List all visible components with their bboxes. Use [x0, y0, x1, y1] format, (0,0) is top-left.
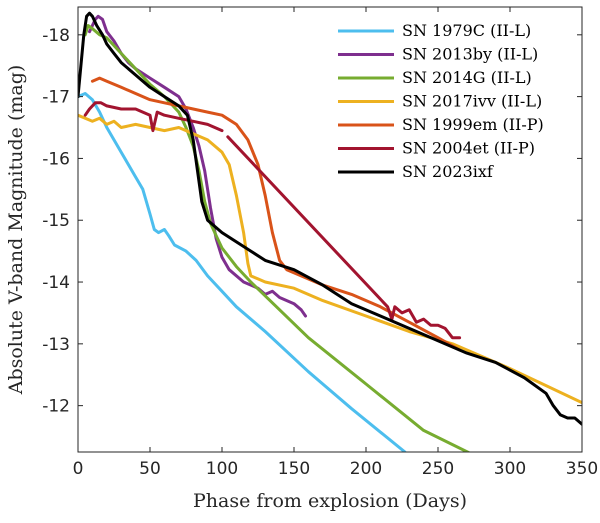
legend-label: SN 1979C (II-L) — [402, 21, 531, 40]
legend-label: SN 2004et (II-P) — [402, 139, 535, 158]
legend: SN 1979C (II-L) SN 2013by (II-L) SN 2014G … — [338, 21, 544, 181]
ticks-layer: 0 50 100 150 200 250 300 350 -18 -17 -16 -15 -14 -13 -… — [42, 7, 598, 479]
x-tick-label: 300 — [494, 459, 526, 479]
series-layer — [78, 11, 582, 452]
y-tick-label: -14 — [42, 273, 70, 293]
series-line-sn-2023ixf — [78, 11, 582, 426]
x-tick-label: 0 — [73, 459, 84, 479]
y-tick-label: -12 — [42, 397, 70, 417]
x-tick-label: 250 — [422, 459, 454, 479]
legend-label: SN 2013by (II-L) — [402, 45, 538, 64]
legend-label: SN 2017ivv (II-L) — [402, 92, 542, 111]
y-tick-label: -13 — [42, 335, 70, 355]
series-line-sn-2013by-ii-l — [88, 14, 307, 318]
x-tick-label: 100 — [206, 459, 238, 479]
series-line-sn-2017ivv-ii-l — [78, 113, 582, 405]
x-axis-title: Phase from explosion (Days) — [193, 490, 467, 512]
x-tick-label: 50 — [139, 459, 161, 479]
y-tick-label: -16 — [42, 149, 70, 169]
legend-label: SN 2014G (II-L) — [402, 68, 532, 87]
legend-label: SN 2023ixf — [402, 162, 494, 181]
x-tick-label: 350 — [566, 459, 598, 479]
y-tick-label: -15 — [42, 211, 70, 231]
series-line-sn-1979c-ii-l — [78, 92, 407, 452]
y-tick-label: -17 — [42, 88, 70, 108]
x-tick-label: 150 — [278, 459, 310, 479]
x-tick-label: 200 — [350, 459, 382, 479]
plot-frame — [77, 6, 583, 453]
series-line-sn-1999em-ii-p — [90, 76, 462, 352]
y-axis-title: Absolute V-band Magnitude (mag) — [5, 65, 27, 396]
y-tick-label: -18 — [42, 26, 70, 46]
legend-label: SN 1999em (II-P) — [402, 115, 544, 134]
